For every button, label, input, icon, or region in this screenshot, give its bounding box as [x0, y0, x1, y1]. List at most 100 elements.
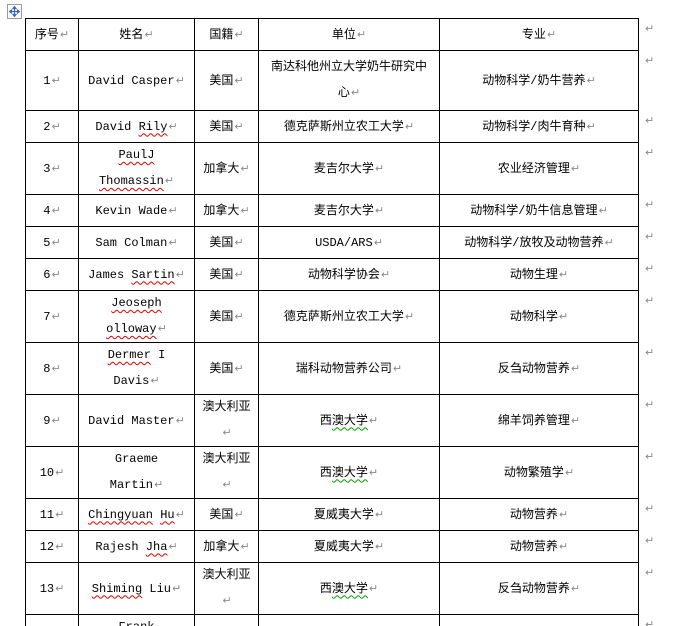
cell-organization[interactable]: 麦吉尔大学↵	[258, 142, 440, 195]
cell-nationality[interactable]: 美国↵	[194, 226, 259, 259]
cell-name[interactable]: David Master↵	[78, 394, 195, 447]
cell-end-mark: ↵	[558, 507, 569, 521]
cell-nationality[interactable]: 美国↵	[194, 498, 259, 531]
cell-major[interactable]: 动物营养↵	[439, 498, 639, 531]
cell-end-mark: ↵	[374, 203, 385, 217]
cell-nationality[interactable]: 澳大利亚 ↵	[194, 446, 259, 499]
cell-major[interactable]: 动物繁殖学↵	[439, 446, 639, 499]
cell-number[interactable]: 14↵	[25, 614, 79, 626]
row-end-mark: ↵	[645, 397, 655, 411]
cell-organization[interactable]: 德克萨斯州立农工大学↵	[258, 110, 440, 143]
cell-nationality[interactable]: 加拿大↵	[194, 530, 259, 563]
cell-number[interactable]: 1↵	[25, 50, 79, 111]
organization-text: 夏威夷大学	[313, 507, 374, 522]
cell-number[interactable]: 11↵	[25, 498, 79, 531]
cell-number[interactable]: 13↵	[25, 562, 79, 615]
cell-number[interactable]: 3↵	[25, 142, 79, 195]
cell-major[interactable]: 动物科学↵	[439, 290, 639, 343]
cell-name[interactable]: James Sartin↵	[78, 258, 195, 291]
cell-nationality[interactable]: 加拿大↵	[194, 142, 259, 195]
cell-nationality[interactable]: 德国↵	[194, 614, 259, 626]
cell-end-mark: ↵	[51, 309, 61, 323]
major-text: 动物营养	[509, 507, 558, 522]
cell-nationality[interactable]: 美国↵	[194, 290, 259, 343]
cell-major[interactable]: 动物科学/奶牛营养↵	[439, 50, 639, 111]
cell-nationality[interactable]: 澳大利亚 ↵	[194, 562, 259, 615]
cell-name[interactable]: Kevin Wade↵	[78, 194, 195, 227]
row-end-mark: ↵	[645, 533, 655, 547]
cell-organization[interactable]: 西澳大学↵	[258, 562, 440, 615]
row-end-mark: ↵	[645, 565, 655, 579]
cell-organization[interactable]: 西澳大学↵	[258, 446, 440, 499]
table-move-handle[interactable]	[7, 4, 22, 19]
cell-organization[interactable]: 瑞科动物营养公司↵	[258, 342, 440, 395]
organization-text: 西	[319, 413, 332, 428]
cell-name[interactable]: David Rily↵	[78, 110, 195, 143]
cell-name[interactable]: Rajesh Jha↵	[78, 530, 195, 563]
cell-nationality[interactable]: 美国↵	[194, 110, 259, 143]
cell-name[interactable]: PaulJ Thomassin↵	[78, 142, 195, 195]
cell-number[interactable]: 6↵	[25, 258, 79, 291]
cell-end-mark: ↵	[222, 594, 232, 607]
cell-organization[interactable]: 加州大学戴维斯分校↵	[258, 614, 440, 626]
cell-major[interactable]: 动物营养↵	[439, 530, 639, 563]
cell-major[interactable]: 动物福利↵	[439, 614, 639, 626]
cell-organization[interactable]: 夏威夷大学↵	[258, 530, 440, 563]
cell-nationality[interactable]: 美国↵	[194, 50, 259, 111]
header-cell[interactable]: 国籍↵	[194, 18, 259, 51]
cell-end-mark: ↵	[168, 539, 178, 553]
cell-name[interactable]: Shiming Liu↵	[78, 562, 195, 615]
row-number: 1	[43, 73, 51, 88]
cell-nationality[interactable]: 美国↵	[194, 258, 259, 291]
cell-major[interactable]: 反刍动物营养↵	[439, 562, 639, 615]
cell-organization[interactable]: 德克萨斯州立农工大学↵	[258, 290, 440, 343]
cell-nationality[interactable]: 澳大利亚 ↵	[194, 394, 259, 447]
nationality-text: 美国	[209, 361, 234, 376]
cell-major[interactable]: 绵羊饲养管理↵	[439, 394, 639, 447]
name-text: Frank	[118, 620, 154, 626]
header-cell[interactable]: 专业↵	[439, 18, 639, 51]
row-end-mark: ↵	[645, 113, 655, 127]
cell-end-mark: ↵	[234, 235, 244, 249]
cell-name[interactable]: David Casper↵	[78, 50, 195, 111]
cell-major[interactable]: 动物科学/奶牛信息管理↵	[439, 194, 639, 227]
cell-organization[interactable]: 南达科他州立大学奶牛研究中心↵	[258, 50, 440, 111]
cell-name[interactable]: Dermer I Davis↵	[78, 342, 195, 395]
cell-major[interactable]: 动物生理↵	[439, 258, 639, 291]
cell-number[interactable]: 10↵	[25, 446, 79, 499]
cell-major[interactable]: 动物科学/肉牛育种↵	[439, 110, 639, 143]
organization-text: 夏威夷大学	[313, 539, 374, 554]
cell-nationality[interactable]: 加拿大↵	[194, 194, 259, 227]
cell-name[interactable]: Chingyuan Hu↵	[78, 498, 195, 531]
cell-number[interactable]: 5↵	[25, 226, 79, 259]
cell-number[interactable]: 7↵	[25, 290, 79, 343]
cell-major[interactable]: 农业经济管理↵	[439, 142, 639, 195]
cell-number[interactable]: 12↵	[25, 530, 79, 563]
cell-end-mark: ↵	[55, 581, 65, 595]
cell-organization[interactable]: USDA/ARS↵	[258, 226, 440, 259]
cell-end-mark: ↵	[368, 413, 379, 427]
name-text: David Casper	[88, 73, 175, 88]
cell-organization[interactable]: 麦吉尔大学↵	[258, 194, 440, 227]
header-cell[interactable]: 单位↵	[258, 18, 440, 51]
cell-name[interactable]: Graeme Martin↵	[78, 446, 195, 499]
cell-organization[interactable]: 西澳大学↵	[258, 394, 440, 447]
cell-organization[interactable]: 夏威夷大学↵	[258, 498, 440, 531]
header-cell[interactable]: 序号↵	[25, 18, 79, 51]
cell-organization[interactable]: 动物科学协会↵	[258, 258, 440, 291]
cell-number[interactable]: 4↵	[25, 194, 79, 227]
cell-name[interactable]: Frank Mitloehner↵	[78, 614, 195, 626]
cell-name[interactable]: Jeoseph olloway↵	[78, 290, 195, 343]
header-label: 专业	[521, 27, 546, 42]
cell-number[interactable]: 2↵	[25, 110, 79, 143]
cell-major[interactable]: 动物科学/放牧及动物营养↵	[439, 226, 639, 259]
cell-name[interactable]: Sam Colman↵	[78, 226, 195, 259]
table-body: 1↵ David Casper↵ 美国↵ 南达科他州立大学奶牛研究中心↵ 动物科学/奶牛…	[25, 50, 639, 626]
cell-number[interactable]: 9↵	[25, 394, 79, 447]
cell-number[interactable]: 8↵	[25, 342, 79, 395]
header-cell[interactable]: 姓名↵	[78, 18, 195, 51]
cell-end-mark: ↵	[558, 267, 569, 281]
cell-nationality[interactable]: 美国↵	[194, 342, 259, 395]
cell-major[interactable]: 反刍动物营养↵	[439, 342, 639, 395]
misspelled-word: olloway	[106, 322, 157, 336]
